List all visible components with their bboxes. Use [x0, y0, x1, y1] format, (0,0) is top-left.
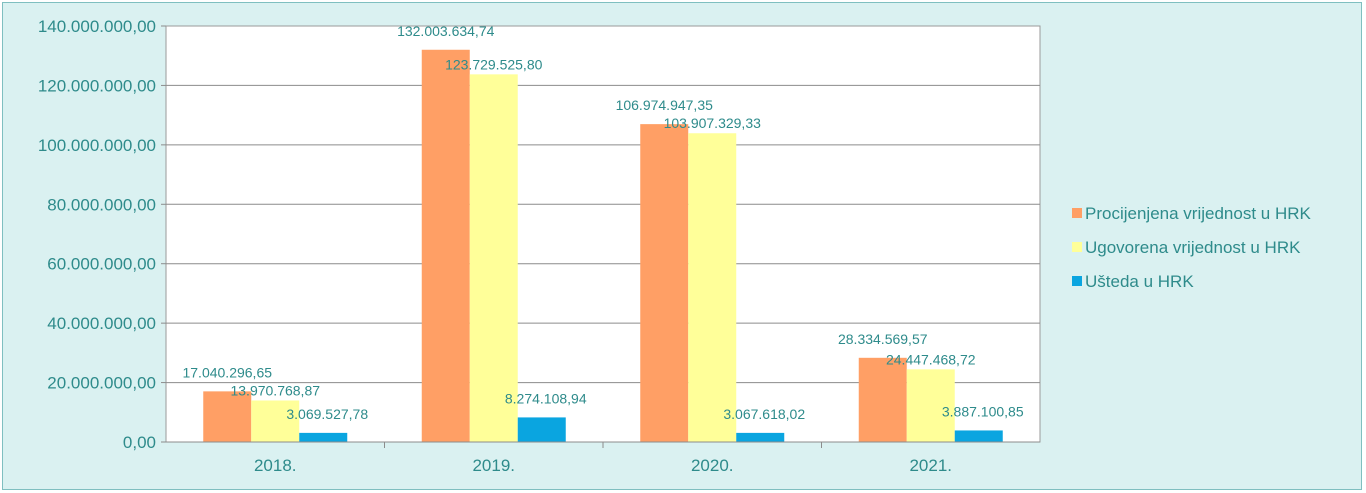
data-label: 123.729.525,80: [445, 56, 543, 72]
y-tick-label: 40.000.000,00: [47, 314, 156, 333]
data-label: 103.907.329,33: [664, 115, 762, 131]
x-tick-label: 2018.: [254, 456, 297, 475]
bar: [954, 430, 1003, 442]
bar: [251, 400, 300, 442]
legend-label: Ušteda u HRK: [1085, 272, 1194, 291]
x-axis: 2018. 2019. 2020. 2021.: [166, 441, 1040, 475]
y-tick-label: 60.000.000,00: [47, 255, 156, 274]
bar: [469, 74, 518, 442]
data-label: 3.069.527,78: [286, 406, 368, 422]
data-label: 106.974.947,35: [616, 97, 714, 113]
bar: [203, 391, 252, 442]
y-tick-label: 100.000.000,00: [38, 136, 156, 155]
x-tick-label: 2020.: [691, 456, 734, 475]
legend-label: Ugovorena vrijednost u HRK: [1085, 238, 1301, 257]
y-axis-ticks: 0,00 20.000.000,00 40.000.000,00 60.000.000…: [38, 17, 166, 452]
data-label: 132.003.634,74: [397, 23, 495, 39]
bar: [858, 357, 907, 442]
x-tick-label: 2019.: [472, 456, 515, 475]
legend: Procijenjena vrijednost u HRK Ugovorena v…: [1072, 204, 1311, 291]
y-tick-label: 0,00: [123, 433, 156, 452]
data-label: 24.447.468,72: [886, 351, 976, 367]
data-label: 8.274.108,94: [505, 390, 587, 406]
gridlines: [166, 84, 1040, 384]
bar: [421, 49, 470, 443]
data-labels: 17.040.296,65 13.970.768,87 3.069.527,78 13…: [182, 23, 1023, 422]
bar: [736, 432, 785, 442]
bar: [299, 432, 348, 442]
legend-swatch: [1072, 208, 1082, 218]
y-tick-label: 20.000.000,00: [47, 374, 156, 393]
data-label: 17.040.296,65: [182, 364, 272, 380]
y-tick-label: 80.000.000,00: [47, 195, 156, 214]
data-label: 13.970.768,87: [230, 382, 320, 398]
data-label: 3.887.100,85: [942, 403, 1024, 419]
legend-label: Procijenjena vrijednost u HRK: [1085, 204, 1311, 223]
legend-swatch: [1072, 242, 1082, 252]
bar: [517, 417, 566, 442]
data-label: 28.334.569,57: [838, 331, 928, 347]
bars: [203, 49, 1003, 443]
y-tick-label: 120.000.000,00: [38, 76, 156, 95]
bar: [640, 124, 689, 442]
bar: [906, 369, 955, 442]
x-tick-label: 2021.: [909, 456, 952, 475]
y-tick-label: 140.000.000,00: [38, 17, 156, 36]
data-label: 3.067.618,02: [723, 406, 805, 422]
legend-swatch: [1072, 276, 1082, 286]
bar: [688, 133, 737, 442]
